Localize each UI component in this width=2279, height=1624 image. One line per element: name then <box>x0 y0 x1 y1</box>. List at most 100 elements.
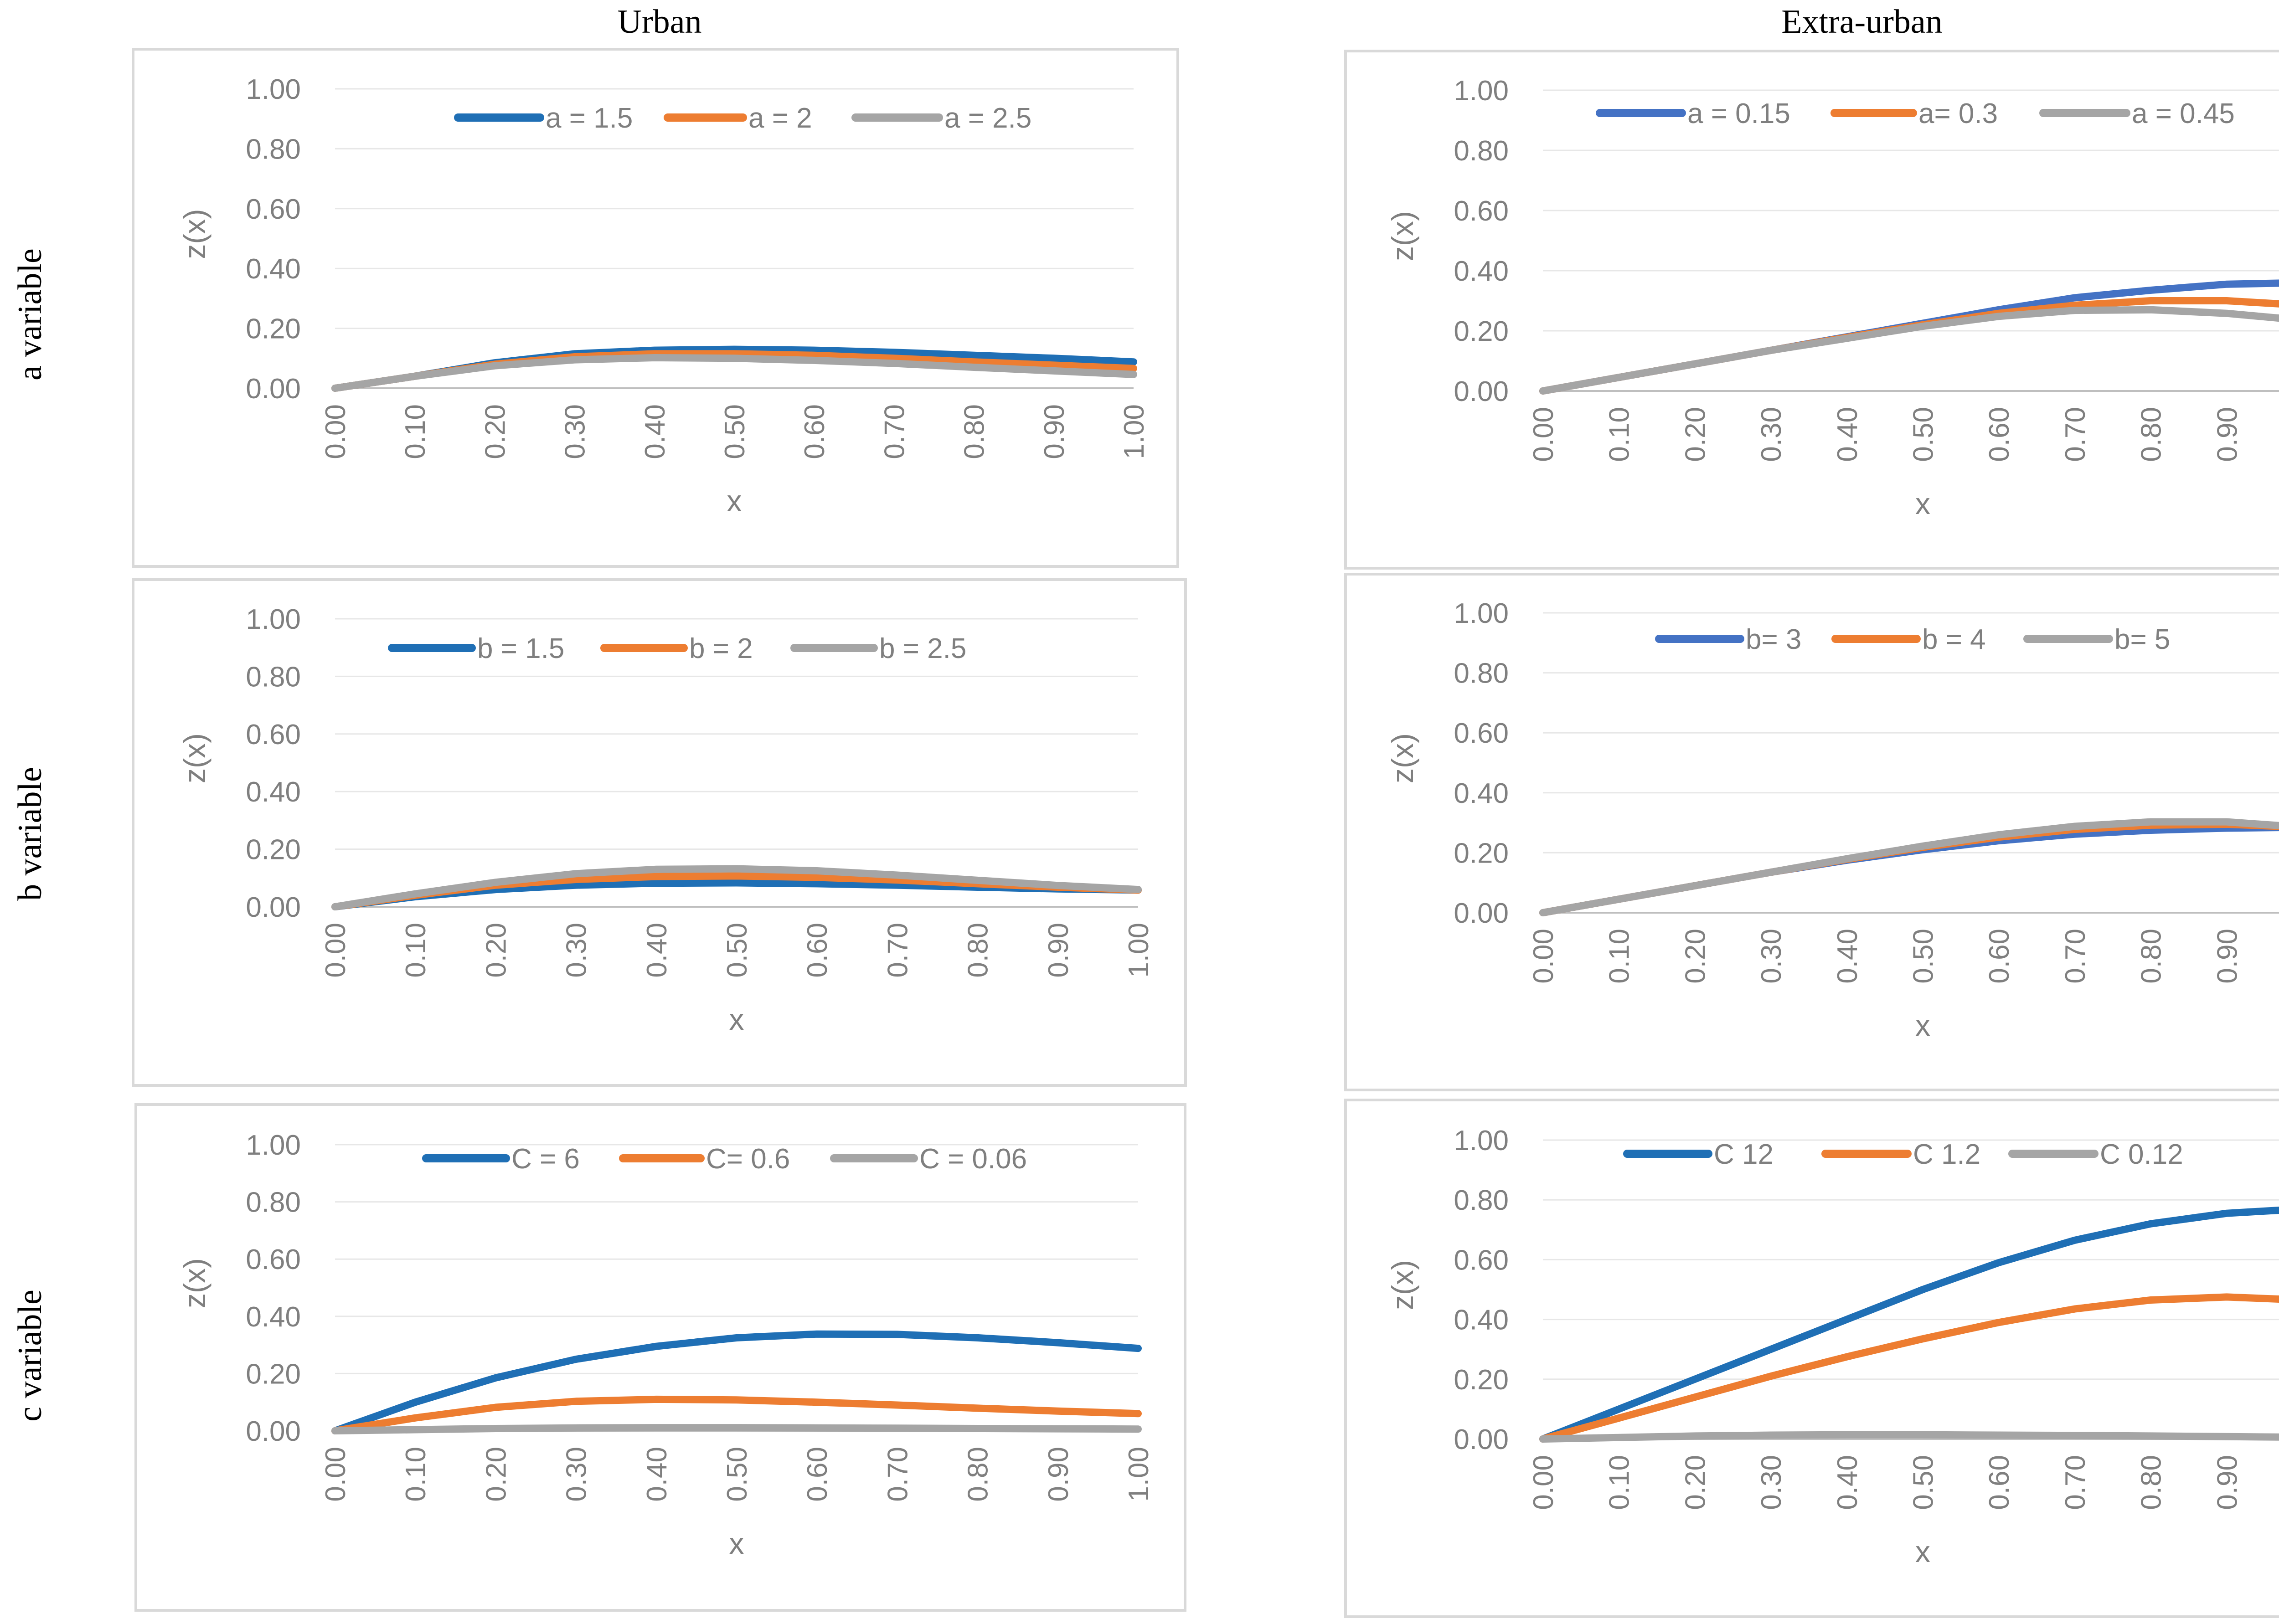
x-tick-label: 0.70 <box>882 923 913 978</box>
y-tick-label: 1.00 <box>1454 75 1509 107</box>
x-tick-label: 0.10 <box>400 404 431 459</box>
chart-frame <box>132 48 1179 568</box>
series-line-3 <box>1539 1431 2279 1443</box>
series-line-3 <box>1539 306 2279 395</box>
x-tick-label: 1.00 <box>1123 1447 1155 1502</box>
x-axis-label: x <box>727 484 742 518</box>
y-tick-label: 0.00 <box>1454 898 1509 929</box>
y-tick-label: 0.60 <box>1454 195 1509 227</box>
y-tick-label: 0.20 <box>1454 316 1509 347</box>
y-tick-label: 0.20 <box>1454 838 1509 869</box>
legend-label-2: a = 2 <box>748 103 812 134</box>
legend-label-1: C 12 <box>1714 1139 1774 1170</box>
row-header-a-variable: a variable <box>11 248 49 380</box>
x-tick-label: 0.20 <box>480 404 511 459</box>
x-tick-label: 0.50 <box>722 923 753 978</box>
x-tick-label: 1.00 <box>1123 923 1155 978</box>
chart-frame <box>1344 1099 2279 1618</box>
y-tick-label: 1.00 <box>246 1130 301 1161</box>
y-tick-label: 1.00 <box>1454 598 1509 629</box>
x-tick-label: 0.00 <box>320 404 351 459</box>
legend-label-2: b = 4 <box>1922 624 1986 655</box>
legend-label-3: b= 5 <box>2114 624 2170 655</box>
x-tick-label: 0.90 <box>2212 929 2243 984</box>
x-tick-label: 0.00 <box>1528 407 1559 462</box>
x-tick-label: 0.50 <box>1908 929 1939 984</box>
legend-label-3: C = 0.06 <box>919 1143 1027 1175</box>
x-tick-label: 0.20 <box>1680 929 1711 984</box>
x-tick-label: 0.90 <box>2212 1455 2243 1510</box>
y-tick-label: 0.60 <box>246 719 301 750</box>
x-axis-label: x <box>1915 487 1930 520</box>
y-axis-label: z(x) <box>178 209 211 259</box>
chart-frame <box>134 1103 1186 1612</box>
x-tick-label: 0.20 <box>480 1447 512 1502</box>
x-tick-label: 0.70 <box>879 404 910 459</box>
legend-label-1: a = 0.15 <box>1687 98 1790 129</box>
chart-panel-4: 0.00 0.20 0.40 0.60 0.80 1.00 0.00 0.10 0.20 0.30… <box>1344 573 2279 1091</box>
chart-panel-3: 0.00 0.20 0.40 0.60 0.80 1.00 0.00 0.10 0.20 0.30… <box>132 578 1187 1087</box>
x-tick-label: 0.00 <box>1528 1455 1559 1510</box>
y-tick-label: 0.80 <box>246 1187 301 1218</box>
y-tick-label: 1.00 <box>1454 1125 1509 1156</box>
legend-label-2: C= 0.6 <box>706 1143 790 1175</box>
column-header-urban: Urban <box>618 3 702 41</box>
x-tick-label: 0.30 <box>561 1447 593 1502</box>
x-tick-label: 0.70 <box>2060 929 2091 984</box>
x-tick-label: 0.10 <box>400 1447 432 1502</box>
y-tick-label: 0.40 <box>1454 256 1509 287</box>
x-tick-label: 0.90 <box>1039 404 1070 459</box>
x-tick-label: 0.90 <box>2212 407 2243 462</box>
x-tick-label: 0.00 <box>320 923 351 978</box>
y-axis-label: z(x) <box>1386 211 1419 261</box>
legend-label-3: a = 2.5 <box>944 103 1031 134</box>
x-tick-label: 0.80 <box>963 923 994 978</box>
x-axis-label: x <box>1915 1008 1930 1042</box>
y-tick-label: 0.80 <box>246 661 301 693</box>
y-tick-label: 0.00 <box>246 1416 301 1447</box>
x-tick-label: 0.00 <box>1528 929 1559 984</box>
chart-frame <box>132 578 1187 1087</box>
y-tick-label: 0.40 <box>246 776 301 808</box>
legend-label-2: b = 2 <box>689 633 753 664</box>
y-axis-label: z(x) <box>1386 1260 1419 1310</box>
x-tick-label: 0.20 <box>1680 1455 1711 1510</box>
chart-panel-1: 0.00 0.20 0.40 0.60 0.80 1.00 0.00 0.10 0.20 0.30… <box>132 48 1179 568</box>
x-tick-label: 0.40 <box>1832 929 1863 984</box>
legend-label-3: b = 2.5 <box>879 633 966 664</box>
series-line-1 <box>1539 1206 2279 1443</box>
x-tick-label: 0.40 <box>641 923 673 978</box>
x-tick-label: 0.60 <box>802 1447 833 1502</box>
y-tick-label: 0.40 <box>246 1301 301 1333</box>
x-tick-label: 0.30 <box>561 923 593 978</box>
legend-label-3: a = 0.45 <box>2132 98 2235 129</box>
x-tick-label: 0.50 <box>1908 1455 1939 1510</box>
y-tick-label: 1.00 <box>246 74 301 105</box>
x-axis-label: x <box>1915 1535 1930 1568</box>
x-tick-label: 0.10 <box>1604 407 1635 462</box>
x-tick-label: 0.80 <box>963 1447 994 1502</box>
row-header-c-variable: c variable <box>11 1290 49 1422</box>
chart-panel-2: 0.00 0.20 0.40 0.60 0.80 1.00 0.00 0.10 0.20 0.30… <box>1344 50 2279 570</box>
x-tick-label: 1.00 <box>1119 404 1150 459</box>
x-tick-label: 0.70 <box>882 1447 913 1502</box>
chart-grid: 0.00 0.20 0.40 0.60 0.80 1.00 0.00 0.10 0.20 0.30… <box>132 48 2279 1618</box>
chart-panel-6: 0.00 0.20 0.40 0.60 0.80 1.00 0.00 0.10 0.20 0.30… <box>1344 1099 2279 1618</box>
x-tick-label: 0.50 <box>722 1447 753 1502</box>
x-tick-label: 0.40 <box>641 1447 673 1502</box>
y-tick-label: 0.80 <box>246 134 301 165</box>
x-tick-label: 0.60 <box>802 923 833 978</box>
series-line-3 <box>331 354 1137 392</box>
column-header-extra-urban: Extra-urban <box>1781 3 1942 41</box>
x-tick-label: 0.40 <box>1832 407 1863 462</box>
x-tick-label: 0.50 <box>719 404 751 459</box>
x-tick-label: 0.40 <box>639 404 671 459</box>
legend-label-1: a = 1.5 <box>546 103 633 134</box>
x-tick-label: 0.80 <box>959 404 990 459</box>
x-tick-label: 0.90 <box>1043 1447 1074 1502</box>
y-tick-label: 0.20 <box>1454 1364 1509 1396</box>
y-tick-label: 0.20 <box>246 313 301 345</box>
legend-label-1: b = 1.5 <box>477 633 564 664</box>
x-axis-label: x <box>729 1526 744 1560</box>
